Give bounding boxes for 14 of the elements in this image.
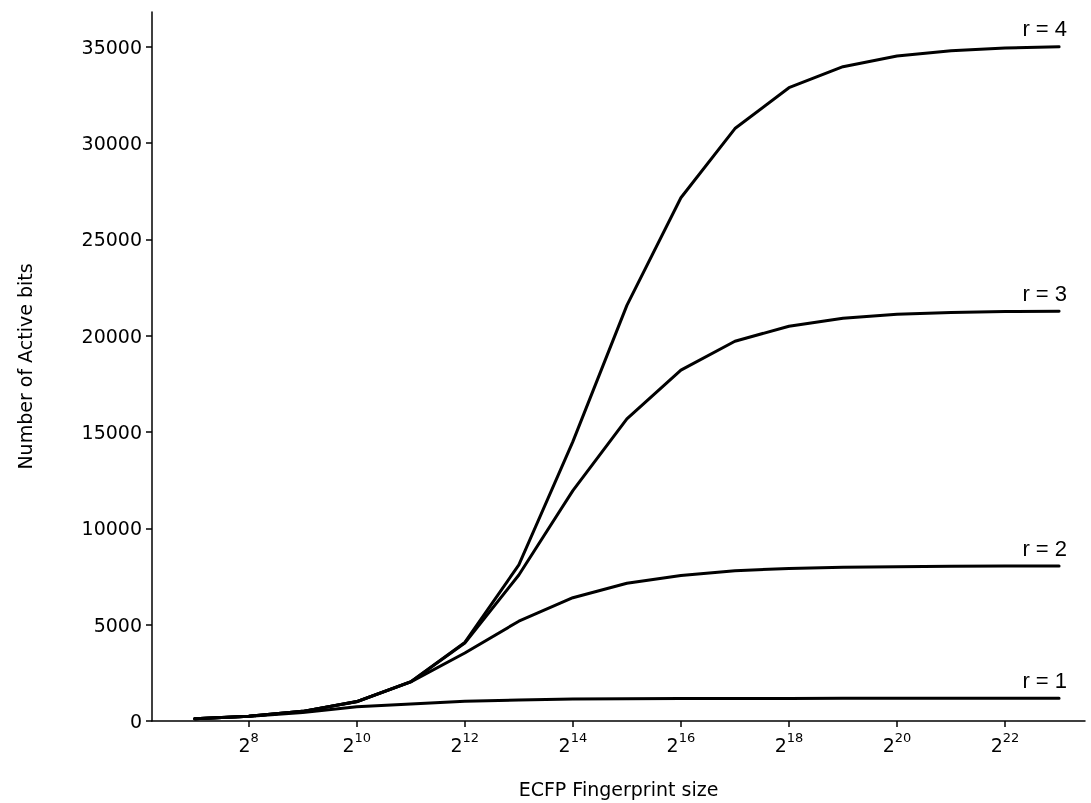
y-axis-title: Number of Active bits [13, 263, 36, 470]
series-label: r = 2 [1022, 535, 1068, 561]
series-label: r = 3 [1022, 280, 1068, 306]
y-tick-label: 5000 [93, 613, 142, 636]
x-axis-title: ECFP Fingerprint size [518, 777, 719, 800]
y-tick-label: 35000 [81, 35, 142, 58]
series-label: r = 4 [1022, 16, 1068, 42]
y-tick-label: 0 [129, 710, 142, 732]
y-tick-label: 20000 [81, 324, 142, 347]
y-tick-label: 30000 [81, 132, 142, 155]
y-tick-label: 10000 [81, 517, 142, 540]
series-label: r = 1 [1022, 667, 1068, 693]
y-tick-label: 25000 [81, 228, 142, 251]
y-tick-label: 15000 [81, 421, 142, 444]
